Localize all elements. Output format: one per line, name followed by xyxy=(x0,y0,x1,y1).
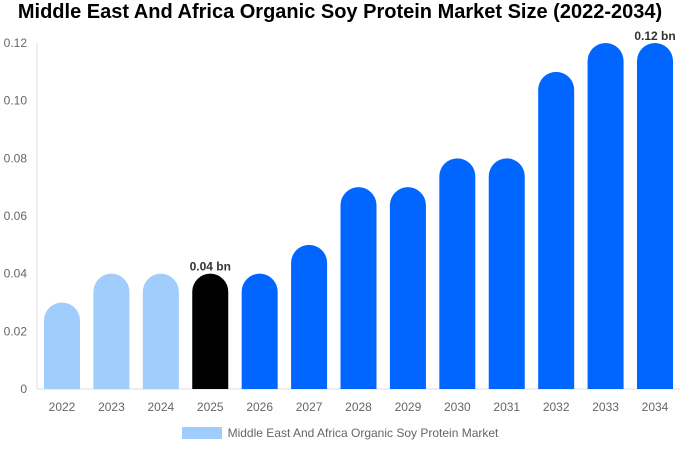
bar-2028 xyxy=(340,187,377,389)
bar-2030 xyxy=(439,158,476,389)
x-tick-label: 2034 xyxy=(642,400,669,414)
y-tick-label: 0.12 xyxy=(4,36,28,50)
x-tick-label: 2023 xyxy=(98,400,125,414)
legend-swatch xyxy=(181,427,222,439)
x-tick-label: 2024 xyxy=(147,400,174,414)
x-tick-label: 2027 xyxy=(296,400,323,414)
bar-2032 xyxy=(538,71,575,389)
x-tick-label: 2026 xyxy=(246,400,273,414)
y-tick-label: 0.02 xyxy=(4,324,28,338)
bar-2026 xyxy=(241,273,278,389)
bar-2023 xyxy=(93,273,130,389)
x-tick-label: 2030 xyxy=(444,400,471,414)
bar-2034 xyxy=(637,43,673,389)
x-tick-label: 2031 xyxy=(493,400,520,414)
x-tick-label: 2022 xyxy=(49,400,76,414)
bar-2031 xyxy=(488,158,525,389)
chart-title: Middle East And Africa Organic Soy Prote… xyxy=(17,1,663,23)
bar-2024 xyxy=(142,273,179,389)
y-tick-label: 0.06 xyxy=(4,209,28,223)
bar-2029 xyxy=(389,187,426,389)
x-tick-label: 2033 xyxy=(592,400,619,414)
x-tick-label: 2028 xyxy=(345,400,372,414)
bar-2033 xyxy=(587,43,624,389)
bar-2025 xyxy=(192,273,229,389)
x-tick-label: 2025 xyxy=(197,400,224,414)
legend: Middle East And Africa Organic Soy Prote… xyxy=(0,426,680,440)
data-label: 0.12 bn xyxy=(634,29,675,43)
legend-label: Middle East And Africa Organic Soy Prote… xyxy=(227,426,499,440)
x-tick-label: 2032 xyxy=(543,400,570,414)
y-tick-label: 0 xyxy=(20,382,27,396)
y-tick-label: 0.10 xyxy=(4,94,28,108)
data-label: 0.04 bn xyxy=(190,260,231,274)
bar-2027 xyxy=(291,244,328,389)
y-tick-label: 0.04 xyxy=(4,267,28,281)
bar-2022 xyxy=(44,302,80,389)
x-tick-label: 2029 xyxy=(395,400,422,414)
y-tick-label: 0.08 xyxy=(4,151,28,165)
